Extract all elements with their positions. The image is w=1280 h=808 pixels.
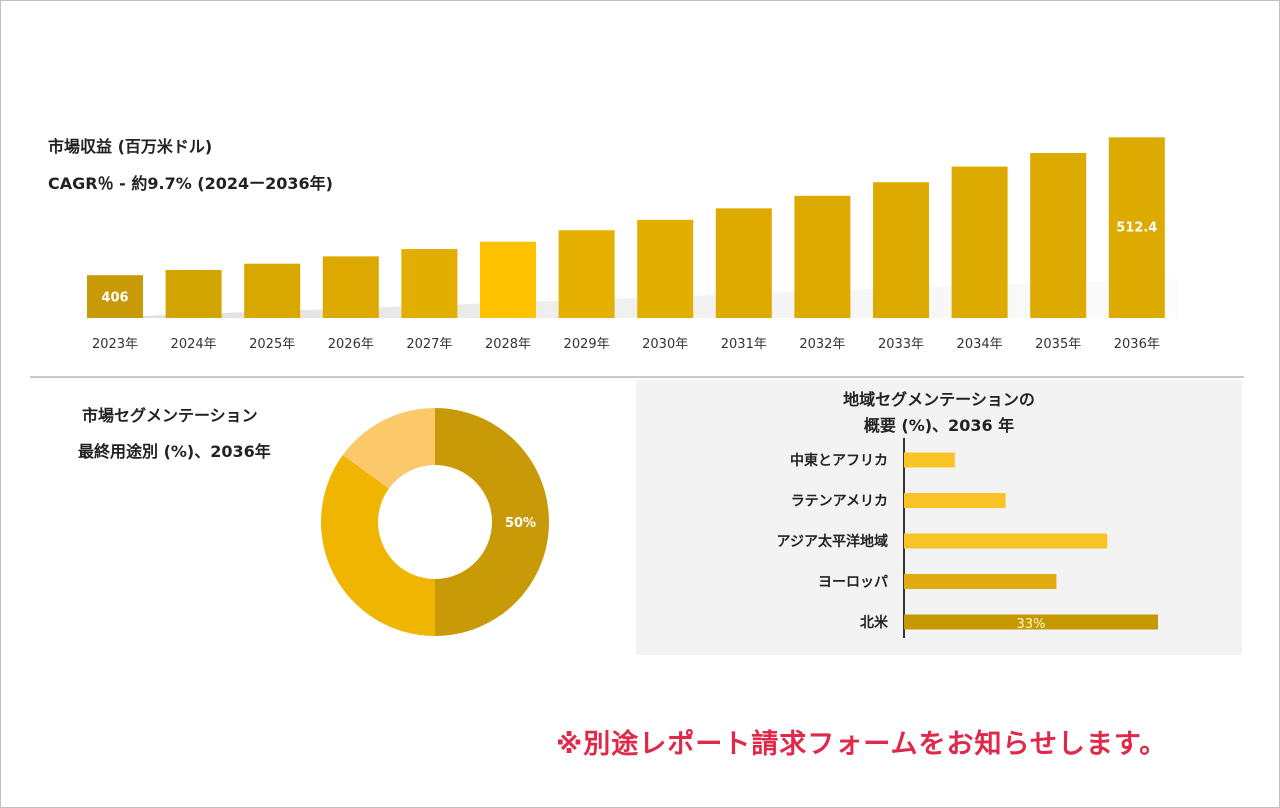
x-tick-label: 2025年 xyxy=(249,337,295,352)
donut-slice-1 xyxy=(321,454,435,636)
revenue-title: 市場収益 (百万米ドル) xyxy=(48,137,213,156)
revenue-bar-2023年 xyxy=(87,275,143,318)
revenue-bar-2030年 xyxy=(637,219,694,318)
region-bar-0 xyxy=(904,452,955,468)
revenue-bar-2029年 xyxy=(558,230,615,318)
revenue-bar-2036年 xyxy=(1108,137,1165,318)
donut-slice-0 xyxy=(435,408,549,636)
x-tick-label: 2031年 xyxy=(721,337,767,352)
region-bar-4 xyxy=(904,614,1158,630)
bar-data-label: 512.4 xyxy=(1116,220,1157,235)
revenue-bar-2033年 xyxy=(873,182,929,318)
region-bar-1 xyxy=(904,493,1006,508)
x-tick-label: 2036年 xyxy=(1114,337,1160,352)
region-bar-2 xyxy=(904,533,1108,549)
donut-slice-2 xyxy=(342,408,435,489)
region-bar-data-label: 33% xyxy=(1017,617,1046,632)
revenue-bar-2031年 xyxy=(715,208,772,318)
x-tick-label: 2029年 xyxy=(564,337,610,352)
revenue-bar-2028年 xyxy=(480,241,536,318)
end-use-donut-chart: 50% xyxy=(321,408,549,636)
x-tick-label: 2026年 xyxy=(328,337,374,352)
notice-text: ※別途レポート請求フォームをお知らせします。 xyxy=(556,729,1168,760)
revenue-bar-2025年 xyxy=(244,263,301,318)
donut-title-line2: 最終用途別 (%)、2036年 xyxy=(78,442,271,461)
x-tick-label: 2027年 xyxy=(406,337,452,352)
region-category-label: ラテンアメリカ xyxy=(791,494,888,510)
cagr-text: CAGR％ - 約9.7% (2024ー2036年) xyxy=(48,174,333,193)
region-category-label: ヨーロッパ xyxy=(818,575,888,591)
revenue-bar-2035年 xyxy=(1030,152,1087,318)
bar-data-label: 406 xyxy=(101,291,128,306)
section-divider xyxy=(30,376,1244,378)
x-tick-label: 2034年 xyxy=(957,337,1003,352)
region-panel: 地域セグメンテーションの 概要 (%)、2036 年 中東とアフリカ ラテンアメリ… xyxy=(636,380,1242,655)
x-tick-label: 2032年 xyxy=(799,337,845,352)
region-category-label: 中東とアフリカ xyxy=(790,452,888,469)
revenue-bar-chart: 2023年 2024年 2025年 2026年 2027年 2028年 2029年 2030年… xyxy=(87,137,1179,352)
revenue-bar-2027年 xyxy=(401,249,458,318)
x-tick-label: 2030年 xyxy=(642,337,688,352)
x-tick-label: 2035年 xyxy=(1035,337,1081,352)
revenue-bar-2032年 xyxy=(794,195,851,318)
donut-slice-label: 50% xyxy=(505,516,536,531)
x-tick-label: 2023年 xyxy=(92,337,138,352)
x-tick-label: 2024年 xyxy=(171,337,217,352)
x-tick-label: 2028年 xyxy=(485,337,531,352)
revenue-bar-2026年 xyxy=(322,256,379,318)
region-title-line2: 概要 (%)、2036 年 xyxy=(863,416,1015,435)
region-category-label: アジア太平洋地域 xyxy=(777,533,888,550)
revenue-bar-2034年 xyxy=(951,166,1008,318)
x-tick-label: 2033年 xyxy=(878,337,924,352)
region-title-line1: 地域セグメンテーションの xyxy=(843,390,1035,409)
region-bar-3 xyxy=(904,574,1057,589)
region-category-label: 北米 xyxy=(860,614,889,631)
revenue-bar-2024年 xyxy=(165,269,222,318)
donut-title-line1: 市場セグメンテーション xyxy=(82,406,258,425)
